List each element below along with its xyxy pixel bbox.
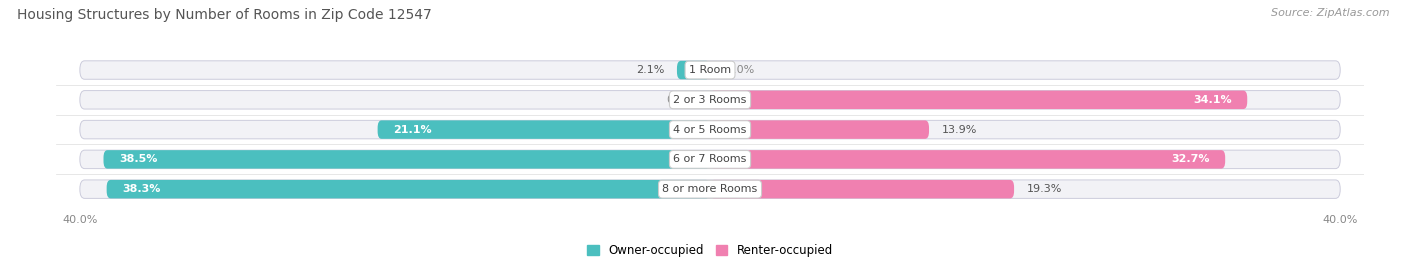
Text: 19.3%: 19.3% xyxy=(1026,184,1062,194)
FancyBboxPatch shape xyxy=(710,180,1014,198)
FancyBboxPatch shape xyxy=(80,61,1340,79)
Text: 8 or more Rooms: 8 or more Rooms xyxy=(662,184,758,194)
Text: 2.1%: 2.1% xyxy=(636,65,665,75)
FancyBboxPatch shape xyxy=(710,120,929,139)
Text: 21.1%: 21.1% xyxy=(394,124,432,135)
Legend: Owner-occupied, Renter-occupied: Owner-occupied, Renter-occupied xyxy=(582,239,838,261)
FancyBboxPatch shape xyxy=(710,91,1247,109)
FancyBboxPatch shape xyxy=(104,150,710,168)
FancyBboxPatch shape xyxy=(710,150,1225,168)
FancyBboxPatch shape xyxy=(676,61,710,79)
Text: 0.0%: 0.0% xyxy=(666,95,695,105)
Text: 38.3%: 38.3% xyxy=(122,184,160,194)
FancyBboxPatch shape xyxy=(80,150,1340,168)
Text: 13.9%: 13.9% xyxy=(942,124,977,135)
Text: 32.7%: 32.7% xyxy=(1171,154,1209,164)
Text: 34.1%: 34.1% xyxy=(1192,95,1232,105)
FancyBboxPatch shape xyxy=(80,91,1340,109)
FancyBboxPatch shape xyxy=(80,120,1340,139)
FancyBboxPatch shape xyxy=(378,120,710,139)
Text: 0.0%: 0.0% xyxy=(725,65,754,75)
Text: 2 or 3 Rooms: 2 or 3 Rooms xyxy=(673,95,747,105)
Text: Housing Structures by Number of Rooms in Zip Code 12547: Housing Structures by Number of Rooms in… xyxy=(17,8,432,22)
Text: 6 or 7 Rooms: 6 or 7 Rooms xyxy=(673,154,747,164)
FancyBboxPatch shape xyxy=(107,180,710,198)
Text: 1 Room: 1 Room xyxy=(689,65,731,75)
Text: Source: ZipAtlas.com: Source: ZipAtlas.com xyxy=(1271,8,1389,18)
Text: 38.5%: 38.5% xyxy=(120,154,157,164)
FancyBboxPatch shape xyxy=(80,180,1340,198)
Text: 4 or 5 Rooms: 4 or 5 Rooms xyxy=(673,124,747,135)
